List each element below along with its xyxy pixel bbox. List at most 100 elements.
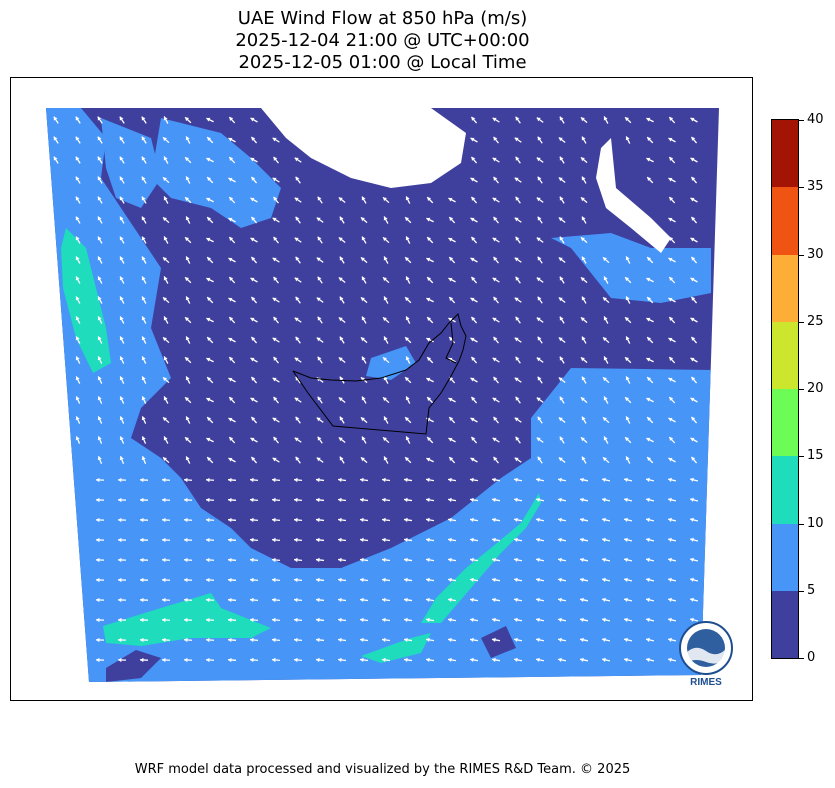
wind-arrow-head	[537, 456, 542, 461]
wind-arrow-head	[427, 357, 432, 362]
wind-arrow-head	[470, 657, 474, 663]
wind-arrow-head	[96, 657, 100, 663]
wind-arrow-head	[383, 216, 388, 221]
wind-arrow-head	[184, 537, 188, 543]
wind-arrow-head	[251, 256, 256, 261]
wind-arrow-head	[338, 397, 343, 402]
wind-zone-5-10-west	[46, 108, 719, 682]
wind-arrow-head	[581, 256, 586, 261]
wind-arrow-head	[206, 597, 210, 603]
wind-arrow-head	[295, 216, 300, 221]
colorbar-tick-label: 5	[807, 582, 816, 598]
wind-arrow-head	[558, 637, 562, 642]
wind-arrow-head	[383, 277, 387, 282]
wind-arrow-head	[471, 396, 476, 401]
wind-arrow-head	[339, 376, 344, 381]
wind-arrow-head	[294, 437, 299, 442]
wind-arrow-head	[250, 277, 255, 282]
wind-arrow-head	[470, 557, 474, 563]
wind-arrow-head	[228, 497, 232, 503]
wind-arrow-head	[75, 296, 80, 301]
wind-arrow-head	[96, 537, 100, 543]
wind-arrow-head	[229, 437, 234, 441]
wind-arrow-head	[668, 257, 673, 262]
wind-arrow-head	[690, 617, 694, 622]
wind-arrow-head	[185, 176, 190, 181]
wind-arrow-head	[580, 237, 585, 242]
wind-arrow-head	[493, 176, 498, 181]
wind-arrow-head	[360, 517, 364, 523]
wind-arrow-head	[669, 357, 674, 361]
wind-arrow-head	[141, 376, 146, 381]
wind-arrow-head	[625, 437, 630, 442]
logo-text: RIMES	[690, 677, 722, 688]
wind-arrow-head	[360, 477, 364, 483]
wind-arrow-head	[316, 297, 321, 302]
wind-arrow-head	[206, 157, 211, 162]
wind-arrow-head	[118, 657, 122, 663]
wind-arrow-head	[250, 597, 254, 603]
rimes-logo: RIMES	[678, 618, 738, 688]
wind-arrow-head	[558, 137, 563, 142]
wind-arrow-head	[404, 517, 408, 523]
wind-arrow-head	[646, 437, 651, 442]
wind-arrow-head	[228, 477, 232, 483]
wind-arrow-head	[514, 417, 519, 422]
wind-arrow-head	[668, 597, 672, 602]
wind-arrow-head	[206, 397, 211, 402]
wind-zone-10-15-southeast	[421, 493, 541, 623]
wind-arrow-head	[185, 357, 190, 362]
wind-arrow-head	[250, 397, 255, 402]
colorbar-tick-label: 20	[807, 381, 824, 396]
wind-arrow-head	[581, 456, 586, 461]
wind-arrow-head	[118, 557, 122, 563]
wind-arrow-head	[96, 617, 100, 623]
wind-arrow-head	[96, 577, 100, 583]
wind-arrow-head	[184, 597, 188, 603]
wind-arrow-head	[360, 657, 364, 663]
wind-arrow-head	[338, 637, 342, 643]
wind-arrow-head	[162, 517, 166, 523]
wind-arrow-head	[294, 477, 298, 483]
wind-arrow-head	[97, 136, 102, 141]
wind-arrow-head	[118, 577, 122, 583]
wind-arrow-head	[228, 417, 233, 422]
wind-arrow-head	[294, 317, 299, 322]
wind-arrow-head	[272, 517, 276, 523]
wind-arrow-head	[426, 457, 431, 462]
wind-arrow-head	[118, 537, 122, 543]
wind-arrow-head	[536, 357, 541, 362]
wind-arrow-head	[690, 557, 694, 562]
wind-arrow-head	[427, 397, 432, 402]
wind-arrow-head	[96, 597, 100, 603]
wind-arrow-head	[206, 577, 210, 583]
wind-arrow-head	[624, 617, 628, 622]
wind-arrow-head	[119, 356, 124, 361]
wind-arrow-head	[624, 577, 628, 582]
wind-arrow-head	[250, 237, 255, 242]
missing-data-northeast	[596, 138, 671, 253]
wind-arrow-head	[97, 376, 102, 381]
wind-arrow-head	[602, 597, 606, 602]
wind-arrow-head	[294, 657, 298, 663]
wind-arrow-head	[185, 456, 190, 461]
wind-arrow-head	[118, 617, 122, 623]
wind-arrow-head	[97, 276, 102, 281]
wind-arrow-head	[426, 377, 431, 382]
wind-arrow-head	[383, 336, 388, 341]
wind-arrow-head	[405, 457, 410, 462]
wind-arrow-head	[647, 417, 652, 422]
wind-zone-10-15-south	[361, 633, 431, 663]
wind-arrow-head	[229, 397, 234, 401]
wind-arrow-head	[580, 197, 585, 202]
wind-arrow-head	[141, 216, 146, 221]
wind-arrow-head	[228, 457, 233, 462]
wind-arrow-head	[470, 517, 474, 523]
wind-arrow-head	[250, 197, 255, 202]
wind-arrow-head	[426, 297, 431, 302]
wind-arrow-head	[515, 276, 520, 281]
wind-arrow-head	[602, 517, 606, 522]
wind-arrow-head	[448, 277, 453, 282]
map-title: UAE Wind Flow at 850 hPa (m/s)	[237, 8, 528, 29]
wind-arrow-head	[536, 157, 541, 162]
